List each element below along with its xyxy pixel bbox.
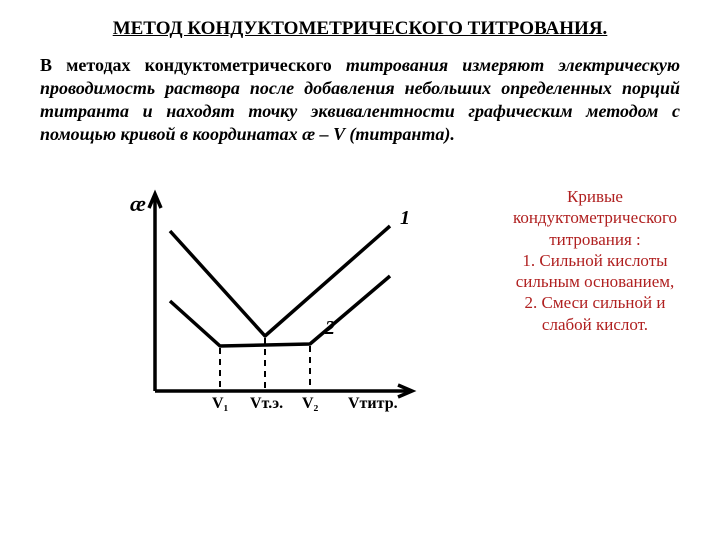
caption-line: слабой кислот.	[480, 314, 710, 335]
caption-line: сильным основанием,	[480, 271, 710, 292]
titration-chart: æ 1 2 V₁ Vт.э. V₂ Vтитр.	[100, 176, 440, 441]
page-title: МЕТОД КОНДУКТОМЕТРИЧЕСКОГО ТИТРОВАНИЯ.	[40, 18, 680, 40]
caption-line: титрования :	[480, 229, 710, 250]
caption-line: Кривые	[480, 186, 710, 207]
figure-caption: Кривые кондуктометрического титрования :…	[480, 186, 710, 335]
intro-paragraph: В методах кондуктометрического титровани…	[40, 54, 680, 146]
curve-2	[170, 276, 390, 346]
y-axis-label: æ	[130, 191, 146, 216]
x-tick-vtitr: Vтитр.	[348, 395, 398, 412]
curve-1	[170, 226, 390, 336]
caption-line: 1. Сильной кислоты	[480, 250, 710, 271]
caption-line: кондуктометрического	[480, 207, 710, 228]
para-plain: В методах кондуктометрического	[40, 55, 346, 75]
curve-2-label: 2	[324, 317, 335, 339]
x-tick-vte: Vт.э.	[250, 395, 283, 412]
x-tick-v2: V₂	[302, 395, 319, 412]
caption-line: 2. Смеси сильной и	[480, 292, 710, 313]
figure-area: æ 1 2 V₁ Vт.э. V₂ Vтитр. Кривые кондукто…	[40, 176, 680, 486]
x-tick-v1: V₁	[212, 395, 229, 412]
curve-1-label: 1	[400, 207, 410, 229]
